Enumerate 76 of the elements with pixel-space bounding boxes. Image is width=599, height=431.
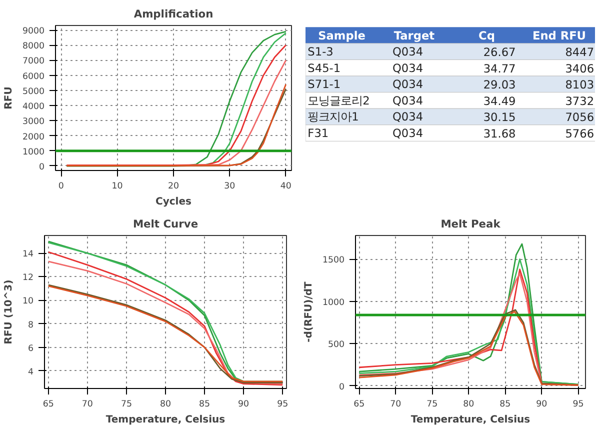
- y-tick-label: 12: [22, 273, 34, 284]
- y-tick-label: 4000: [22, 102, 44, 112]
- y-tick-label: 0: [338, 382, 345, 392]
- y-tick-label: 1500: [322, 256, 344, 266]
- x-tick-label: 85: [500, 400, 511, 410]
- x-tick-label: 70: [82, 400, 93, 410]
- category-label: Sample: [318, 28, 366, 42]
- y-tick-label: 9000: [22, 26, 44, 37]
- x-tick-label: 95: [277, 400, 288, 410]
- x-tick-label: 75: [120, 400, 132, 410]
- y-tick-label: 1000: [22, 147, 44, 158]
- y-tick-label: 1000: [322, 298, 344, 308]
- y-tick-label: 8000: [22, 42, 44, 52]
- text: 8103: [565, 78, 594, 92]
- x-tick-label: 65: [42, 400, 54, 410]
- x-tick-label: 85: [199, 400, 210, 410]
- text: Q034: [392, 110, 424, 124]
- text: 29.03: [483, 78, 516, 92]
- y-tick-label: 0: [38, 162, 45, 172]
- x-axis-title: Temperature, Celsius: [106, 414, 226, 426]
- text: Q034: [392, 126, 424, 140]
- y-tick-label: 5000: [22, 86, 44, 97]
- x-tick-label: 0: [58, 182, 64, 192]
- x-tick-label: 10: [112, 182, 123, 192]
- x-axis-title: Temperature, Celsius: [410, 414, 530, 426]
- category-label: F31: [308, 126, 329, 140]
- category-label: 핑크지아1: [308, 110, 359, 124]
- y-axis-title: -d(RFU)/dT: [303, 281, 314, 342]
- y-tick-label: 4: [28, 367, 34, 378]
- category-label: 모닝글로리2: [308, 93, 370, 108]
- text: 3406: [565, 61, 594, 76]
- y-axis-title: RFU (10^3): [3, 280, 14, 344]
- y-tick-label: 6: [28, 344, 34, 354]
- text: 8447: [565, 45, 594, 60]
- y-tick-label: 3000: [22, 117, 44, 128]
- text: 34.49: [483, 94, 516, 108]
- category-label: S45-1: [308, 60, 341, 75]
- category-label: S1-3: [308, 44, 334, 59]
- x-tick-label: 70: [390, 400, 402, 410]
- text: 7056: [565, 110, 594, 124]
- y-tick-label: 7000: [22, 56, 44, 67]
- x-tick-label: 90: [536, 400, 548, 410]
- chart-title: Melt Curve: [132, 218, 198, 230]
- text: 31.68: [483, 126, 516, 141]
- text: Q034: [392, 44, 424, 59]
- x-tick-label: 90: [238, 400, 250, 410]
- x-tick-label: 40: [280, 182, 292, 192]
- text: Q034: [392, 60, 424, 75]
- text: Q034: [392, 77, 424, 92]
- x-tick-label: 80: [160, 400, 172, 410]
- y-tick-label: 2000: [22, 132, 44, 142]
- text: 5766: [565, 126, 594, 141]
- y-tick-label: 500: [328, 340, 345, 350]
- category-label: S71-1: [308, 77, 341, 92]
- x-tick-label: 30: [224, 182, 236, 192]
- x-tick-label: 95: [572, 400, 584, 410]
- x-tick-label: 80: [463, 400, 474, 410]
- category-label: End RFU: [532, 28, 586, 42]
- category-label: Cq: [478, 28, 495, 42]
- chart-title: Amplification: [134, 8, 214, 20]
- text: Q034: [392, 93, 424, 108]
- text: 26.67: [483, 45, 516, 60]
- category-label: Target: [394, 28, 436, 42]
- chart-title: Melt Peak: [440, 218, 502, 230]
- x-tick-label: 20: [168, 182, 180, 192]
- y-tick-label: 14: [22, 250, 34, 260]
- text: 3732: [565, 94, 594, 108]
- y-tick-label: 8: [28, 320, 34, 330]
- x-tick-label: 65: [354, 400, 365, 410]
- y-axis-title: RFU: [3, 86, 14, 110]
- y-tick-label: 10: [22, 296, 34, 307]
- x-axis-title: Cycles: [156, 196, 192, 208]
- text: 34.77: [483, 61, 516, 76]
- y-tick-label: 6000: [22, 72, 44, 82]
- x-tick-label: 75: [426, 400, 438, 410]
- text: 30.15: [483, 110, 516, 124]
